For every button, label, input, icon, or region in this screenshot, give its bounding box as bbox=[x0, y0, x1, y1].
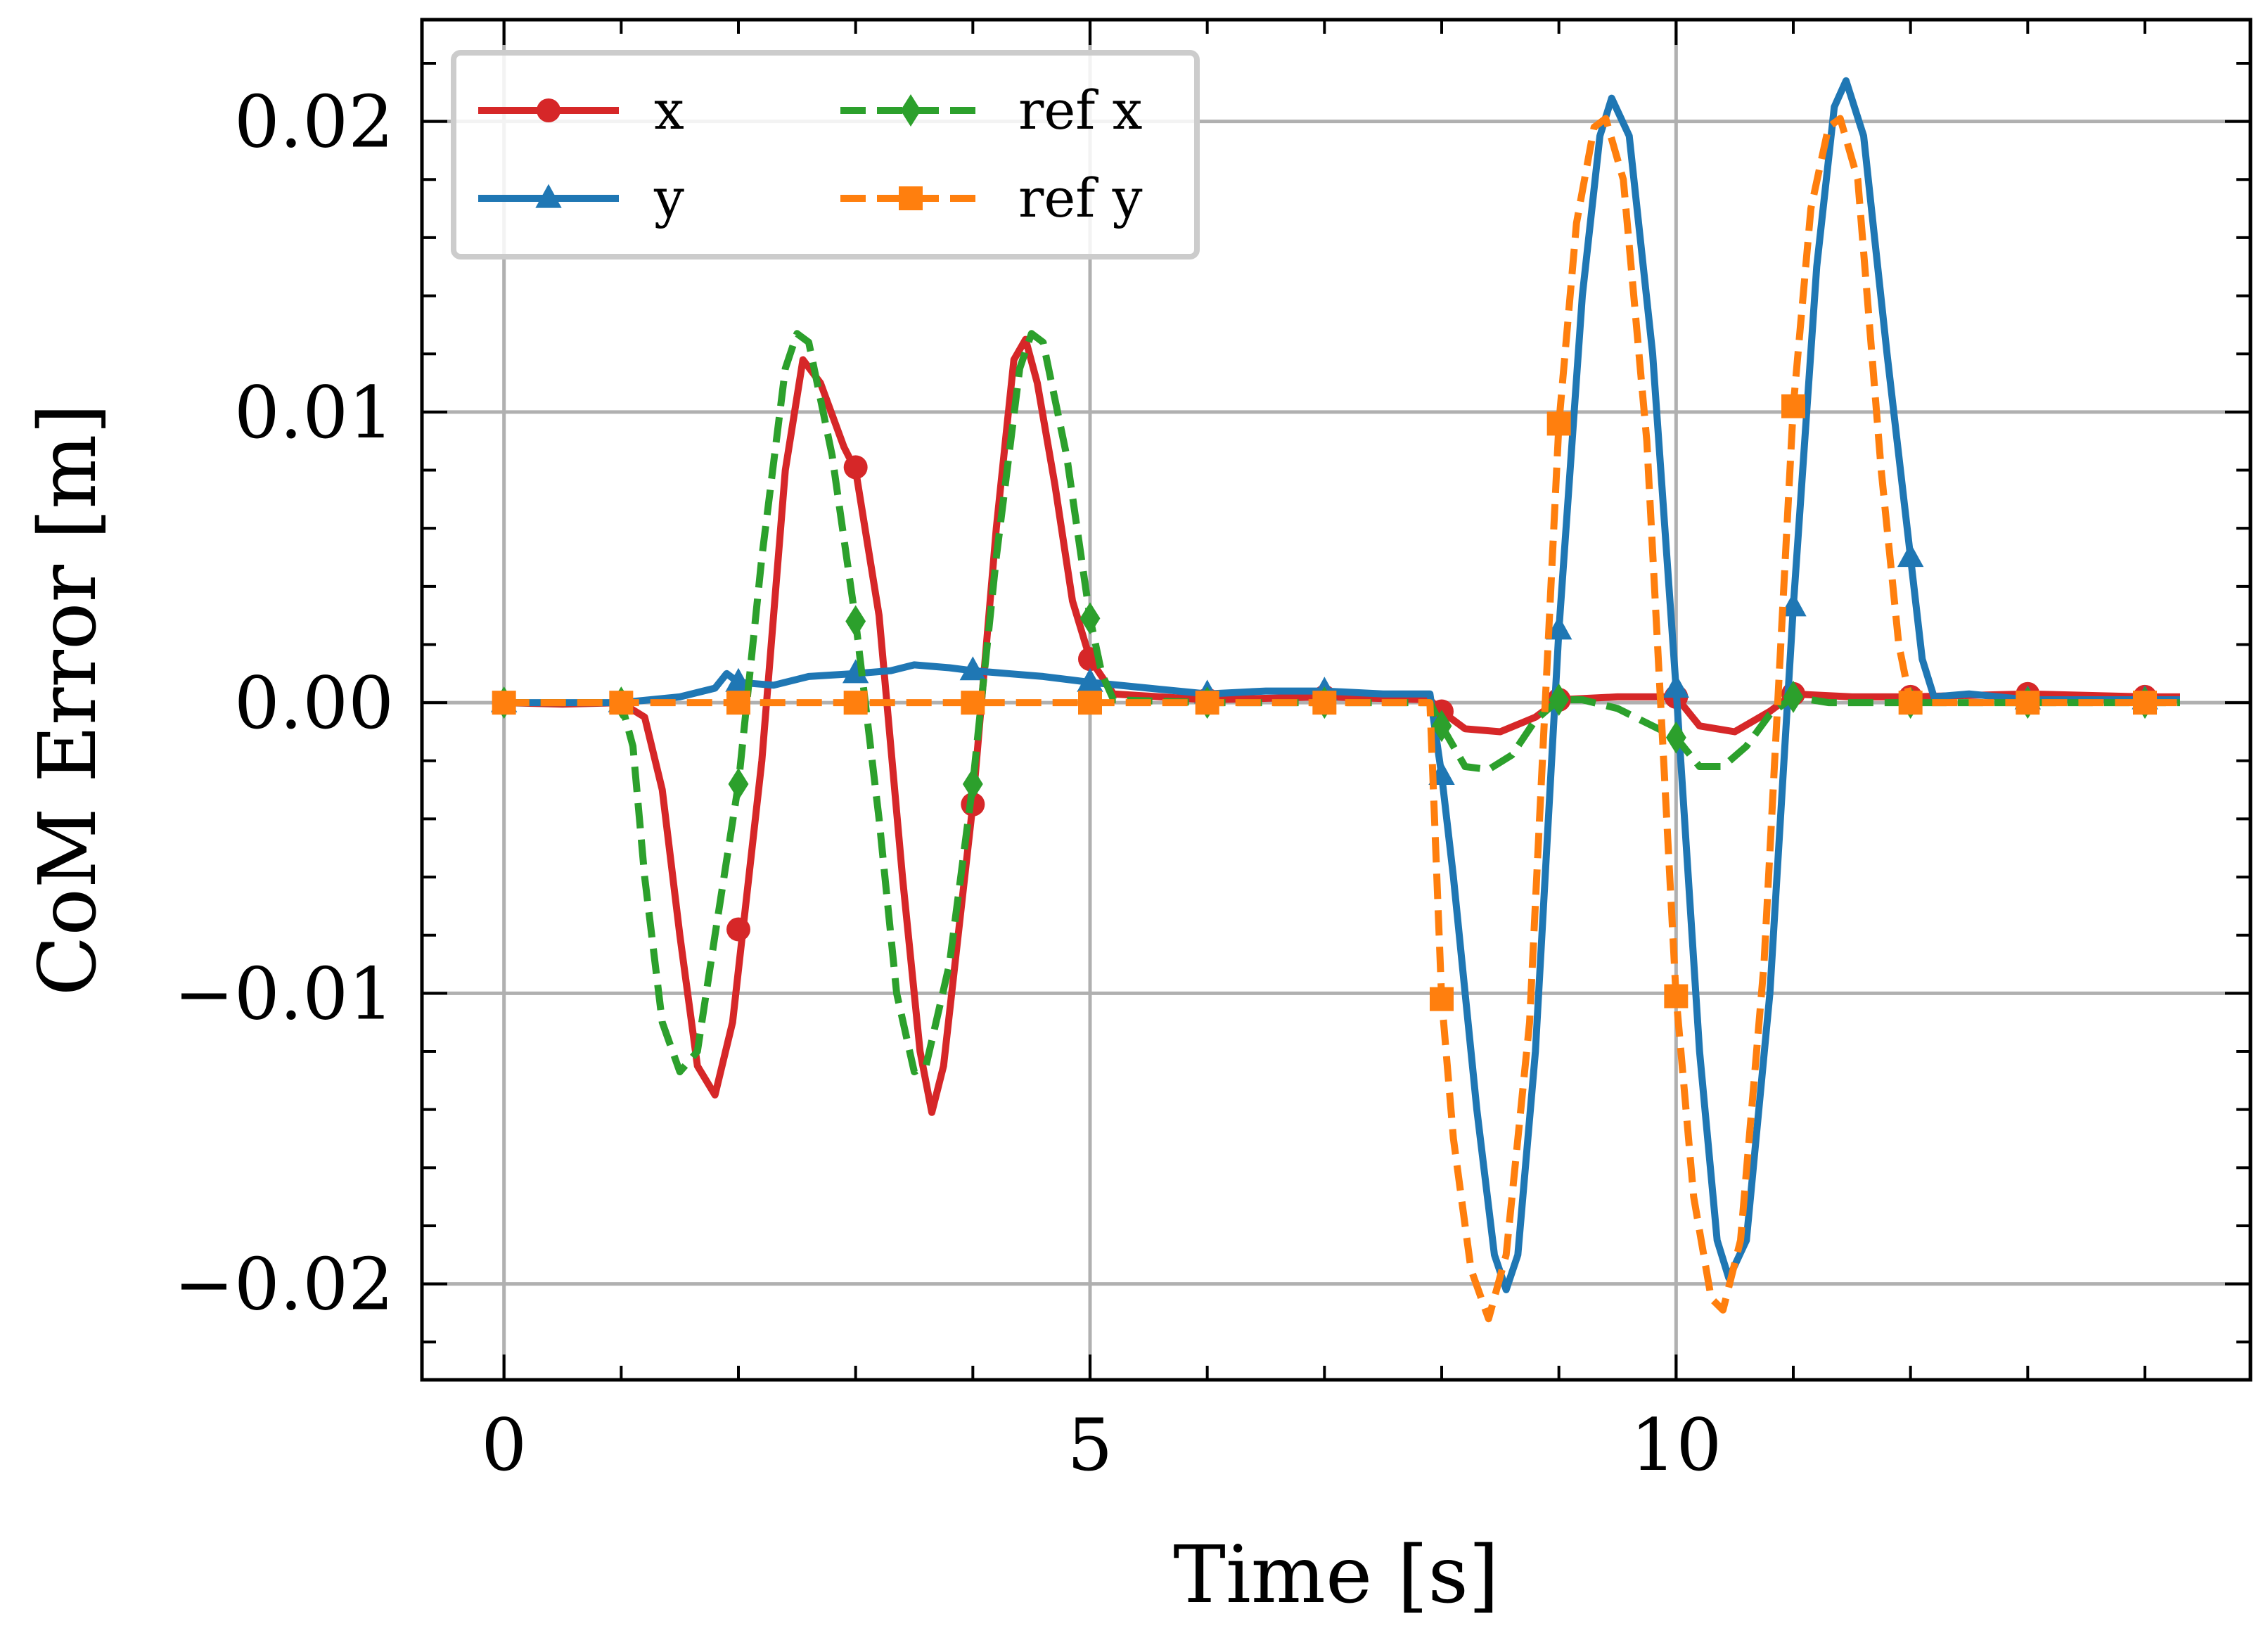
series-line bbox=[504, 77, 2180, 1293]
marker-square bbox=[843, 691, 868, 715]
y-tick-label: 0.01 bbox=[234, 371, 394, 455]
legend-item-ref-x: ref x bbox=[840, 79, 1142, 141]
y-axis-title: CoM Error [m] bbox=[23, 404, 114, 996]
y-tick-label: −0.02 bbox=[174, 1243, 394, 1327]
legend: xy ref x ref y bbox=[451, 50, 1200, 260]
marker-triangle bbox=[842, 659, 869, 684]
marker-square bbox=[1546, 411, 1571, 436]
marker-square bbox=[1430, 987, 1454, 1011]
marker-square bbox=[1312, 691, 1337, 715]
legend-label: x bbox=[654, 79, 684, 141]
plot-frame bbox=[420, 18, 2253, 1382]
marker-square bbox=[1195, 691, 1219, 715]
marker-square bbox=[726, 691, 750, 715]
marker-square bbox=[609, 691, 634, 715]
series-ref-y bbox=[492, 115, 2180, 1323]
marker-triangle bbox=[1780, 592, 1807, 617]
x-axis-title: Time [s] bbox=[1173, 1530, 1499, 1621]
marker-square bbox=[1781, 394, 1805, 418]
y-tick-label: 0.02 bbox=[234, 81, 394, 165]
legend-item-y: y bbox=[478, 167, 684, 229]
series-line bbox=[504, 115, 2180, 1323]
marker-diamond bbox=[845, 605, 866, 638]
ticks bbox=[422, 20, 2250, 1380]
marker-diamond bbox=[1079, 602, 1101, 635]
marker-square bbox=[1898, 691, 1923, 715]
marker-diamond bbox=[1549, 684, 1570, 716]
x-tick-label: 0 bbox=[481, 1404, 527, 1487]
y-tick-label: −0.01 bbox=[174, 952, 394, 1036]
marker-triangle bbox=[1077, 667, 1103, 692]
marker-square bbox=[1664, 984, 1689, 1008]
marker-diamond bbox=[1783, 680, 1804, 713]
legend-label: y bbox=[653, 167, 684, 229]
marker-triangle bbox=[1662, 674, 1690, 698]
x-tick-label: 5 bbox=[1068, 1404, 1113, 1487]
legend-item-ref-y: ref y bbox=[840, 167, 1143, 229]
x-tick-label: 10 bbox=[1630, 1404, 1722, 1487]
series-layer bbox=[490, 77, 2180, 1323]
marker-diamond bbox=[728, 767, 749, 800]
legend-label: ref x bbox=[1018, 79, 1142, 141]
legend-item-x: x bbox=[478, 79, 684, 141]
legend-box bbox=[451, 50, 1200, 260]
marker-circle bbox=[537, 98, 560, 122]
marker-square bbox=[899, 186, 923, 210]
marker-diamond bbox=[962, 767, 983, 800]
marker-square bbox=[2133, 691, 2157, 715]
series-y bbox=[490, 77, 2180, 1293]
marker-diamond bbox=[900, 94, 921, 127]
tick-labels: 0 5 10 −0.02 −0.01 0.00 0.01 0.02 bbox=[174, 81, 1722, 1487]
y-tick-label: 0.00 bbox=[234, 662, 394, 745]
marker-diamond bbox=[1431, 710, 1452, 743]
marker-triangle bbox=[535, 184, 562, 208]
marker-circle bbox=[726, 917, 750, 942]
marker-circle bbox=[843, 455, 868, 480]
marker-triangle bbox=[1545, 615, 1572, 640]
marker-square bbox=[961, 691, 985, 715]
marker-diamond bbox=[1665, 721, 1686, 754]
marker-square bbox=[2016, 691, 2040, 715]
marker-triangle bbox=[959, 656, 987, 681]
marker-square bbox=[1078, 691, 1102, 715]
marker-triangle bbox=[725, 667, 752, 692]
legend-label: ref y bbox=[1018, 167, 1143, 229]
marker-triangle bbox=[1897, 543, 1924, 568]
series-line bbox=[504, 335, 2180, 1116]
marker-square bbox=[492, 691, 516, 715]
